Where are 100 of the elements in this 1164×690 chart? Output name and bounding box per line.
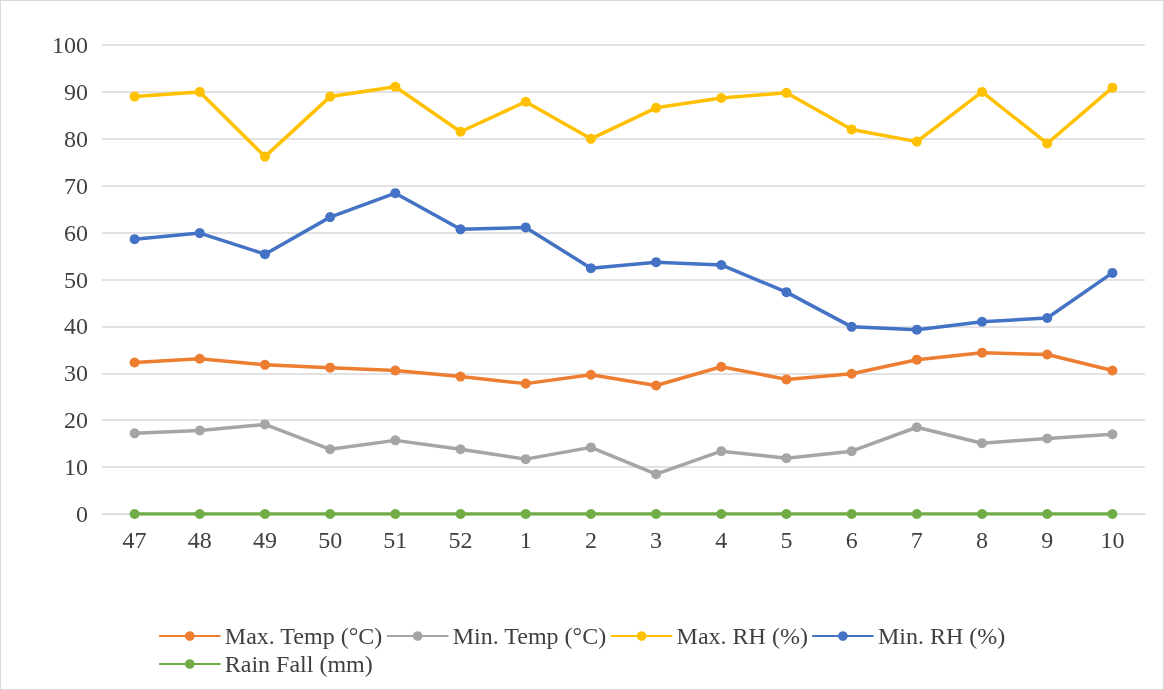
point — [846, 321, 857, 332]
point — [585, 263, 596, 274]
point — [846, 509, 857, 519]
point — [781, 287, 792, 298]
point — [325, 444, 336, 455]
x-tick-label: 6 — [845, 527, 858, 553]
y-tick-label: 80 — [64, 125, 88, 152]
point — [977, 509, 988, 519]
point — [846, 368, 857, 379]
x-tick-label: 9 — [1041, 527, 1054, 553]
point — [129, 428, 140, 439]
legend-label: Max. Temp (°C) — [224, 623, 383, 649]
point — [781, 509, 792, 519]
x-tick-label: 10 — [1100, 527, 1125, 553]
point — [390, 365, 401, 376]
point — [781, 453, 792, 464]
x-tick-label: 50 — [318, 527, 343, 553]
x-tick-label: 5 — [780, 527, 793, 553]
point — [1107, 267, 1118, 278]
y-tick-label: 60 — [64, 219, 88, 246]
point — [1042, 509, 1053, 519]
point — [651, 380, 662, 391]
point — [325, 212, 336, 223]
point — [390, 509, 401, 519]
x-tick-label: 2 — [584, 527, 597, 553]
point — [390, 81, 401, 92]
point — [585, 369, 596, 380]
point — [259, 419, 270, 430]
point — [716, 361, 727, 372]
point — [716, 446, 727, 457]
point — [911, 509, 922, 519]
point — [977, 316, 988, 327]
point — [846, 446, 857, 457]
point — [520, 378, 531, 389]
y-tick-label: 0 — [76, 501, 88, 527]
x-tick-label: 51 — [383, 527, 408, 553]
point — [325, 362, 336, 373]
legend-label: Min. Temp (°C) — [452, 623, 607, 649]
x-tick-label: 4 — [715, 527, 728, 553]
legend-label: Rain Fall (mm) — [224, 651, 373, 677]
point — [911, 354, 922, 365]
point — [977, 86, 988, 97]
point — [781, 374, 792, 385]
point — [1042, 138, 1053, 149]
point — [716, 93, 727, 103]
y-tick-label: 30 — [64, 360, 88, 387]
point — [129, 357, 140, 368]
point — [520, 454, 531, 465]
y-tick-label: 50 — [64, 266, 88, 293]
point — [390, 188, 401, 199]
point — [455, 224, 466, 235]
y-tick-label: 40 — [64, 313, 88, 340]
point — [129, 91, 140, 102]
point — [585, 509, 596, 519]
point — [129, 234, 140, 245]
point — [585, 133, 596, 144]
point — [520, 222, 531, 233]
point — [194, 353, 205, 364]
legend-label: Min. RH (%) — [877, 623, 1006, 649]
point — [911, 324, 922, 335]
point — [651, 509, 662, 519]
x-tick-label: 52 — [448, 527, 473, 553]
x-tick-label: 47 — [122, 527, 147, 553]
x-tick-label: 1 — [519, 527, 532, 553]
point — [651, 469, 662, 480]
point — [194, 86, 205, 97]
point — [1042, 312, 1053, 323]
y-tick-label: 100 — [52, 32, 88, 58]
y-tick-label: 90 — [64, 78, 88, 105]
x-tick-label: 49 — [252, 527, 277, 553]
point — [911, 136, 922, 147]
point — [1042, 433, 1053, 444]
x-tick-label: 48 — [187, 527, 212, 553]
point — [1042, 349, 1053, 360]
point — [1107, 429, 1118, 440]
point — [977, 438, 988, 449]
point — [259, 359, 270, 370]
point — [846, 124, 857, 135]
y-tick-label: 20 — [64, 407, 88, 434]
point — [911, 422, 922, 433]
point — [259, 151, 270, 162]
point — [455, 371, 466, 382]
point — [455, 509, 466, 519]
point — [651, 257, 662, 268]
point — [325, 91, 336, 102]
point — [194, 228, 205, 239]
point — [455, 444, 466, 455]
point — [129, 509, 140, 519]
point — [194, 425, 205, 436]
point — [455, 126, 466, 137]
point — [1107, 365, 1118, 376]
point — [259, 249, 270, 260]
point — [716, 259, 727, 270]
point — [194, 509, 205, 519]
point — [1107, 509, 1118, 519]
point — [520, 96, 531, 107]
x-tick-label: 7 — [910, 527, 923, 553]
point — [325, 509, 336, 519]
point — [259, 509, 270, 519]
x-tick-label: 8 — [976, 527, 989, 553]
